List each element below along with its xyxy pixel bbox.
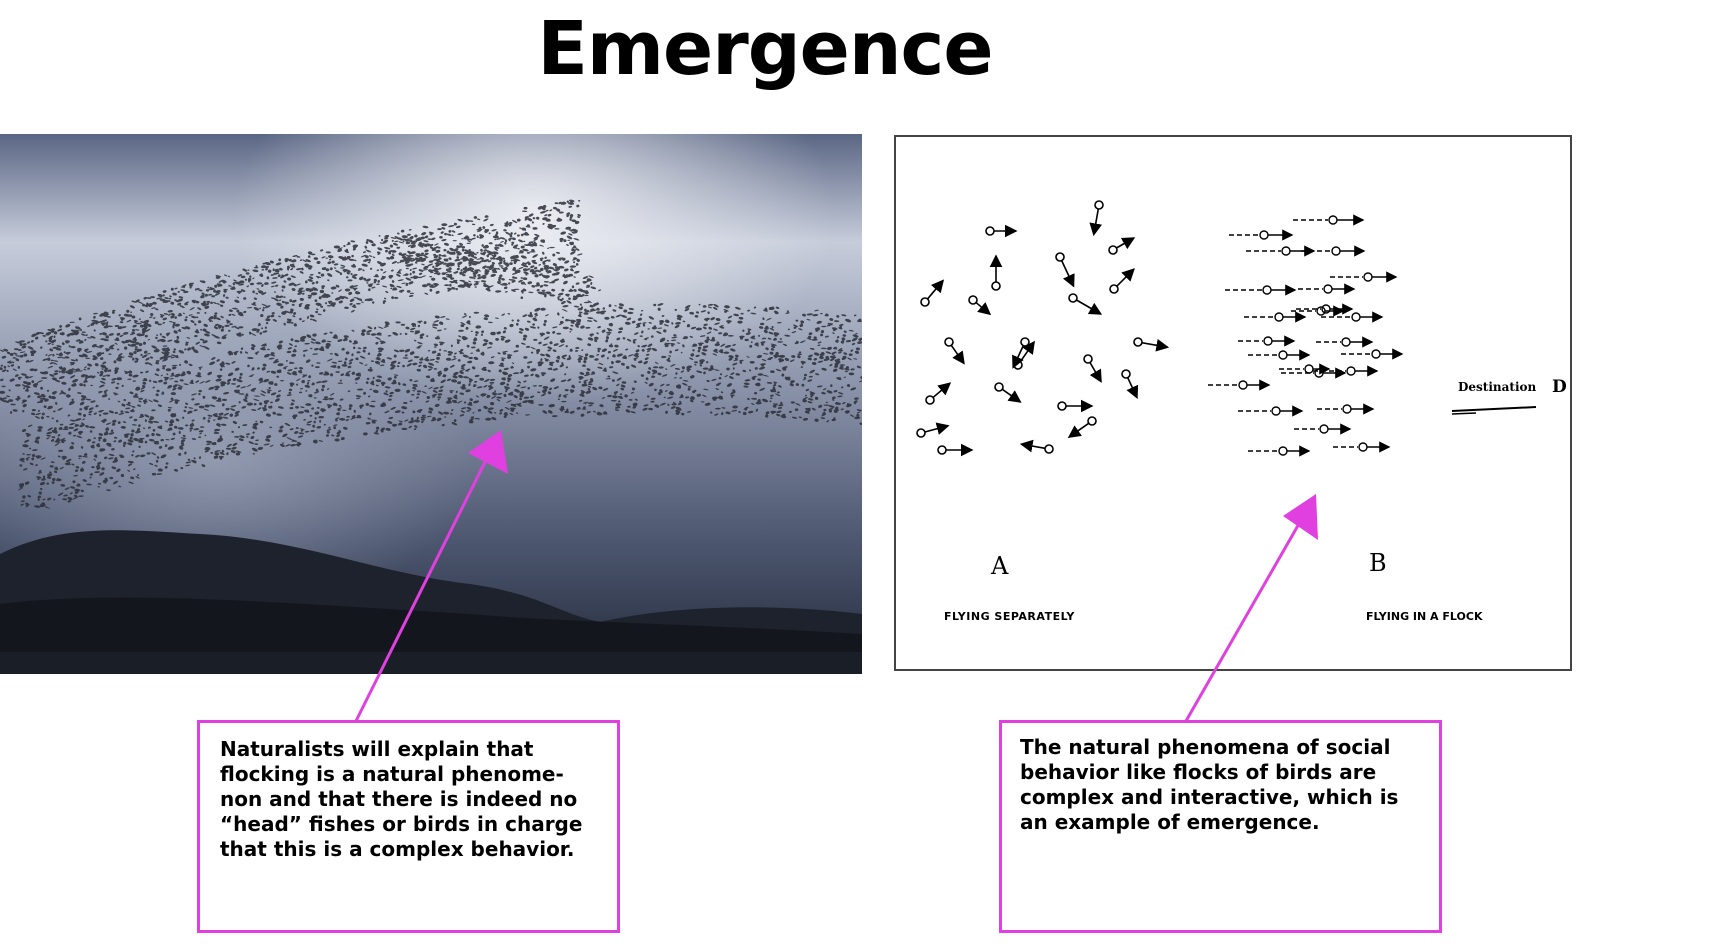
bird-marker — [925, 395, 935, 405]
bird-marker — [1271, 406, 1281, 416]
bird-marker — [1346, 366, 1356, 376]
bird-heading-arrow — [1116, 268, 1135, 287]
callout-emergence: The natural phenomena of social behavior… — [999, 720, 1442, 933]
bird-marker — [1342, 404, 1352, 414]
label-d: D — [1552, 377, 1567, 397]
bird-marker — [1314, 368, 1324, 378]
bird-marker — [916, 428, 926, 438]
bird-marker — [1109, 284, 1119, 294]
callout-naturalists: Naturalists will explain that flocking i… — [197, 720, 620, 933]
bird-heading-arrow — [1141, 338, 1170, 352]
bird-marker — [1278, 350, 1288, 360]
bird-marker — [920, 297, 930, 307]
bird-heading-arrow — [1060, 260, 1075, 288]
caption-flying-separately: FLYING SEPARATELY — [944, 610, 1075, 623]
destination-arrow — [1451, 406, 1537, 412]
bird-heading-arrow — [1076, 299, 1103, 315]
bird-heading-arrow — [1089, 362, 1102, 383]
bird-marker — [1341, 337, 1351, 347]
bird-marker — [1351, 312, 1361, 322]
bird-marker — [1020, 337, 1030, 347]
bird-marker — [968, 295, 978, 305]
bird-marker — [1068, 293, 1078, 303]
label-a: A — [990, 552, 1009, 580]
bird-heading-arrow — [1126, 377, 1139, 400]
bird-marker — [1057, 401, 1067, 411]
bird-heading-arrow — [1116, 237, 1136, 250]
bird-marker — [1304, 364, 1314, 374]
bird-marker — [991, 281, 1001, 291]
bird-marker — [1238, 380, 1248, 390]
bird-flock-photo — [0, 134, 862, 674]
bird-marker — [1323, 284, 1333, 294]
bird-marker — [1055, 252, 1065, 262]
bird-marker — [1363, 272, 1373, 282]
bird-marker — [1278, 446, 1288, 456]
bird-marker — [937, 445, 947, 455]
bird-heading-arrow — [932, 382, 952, 399]
slide-title: Emergence — [537, 6, 993, 92]
bird-marker — [1263, 336, 1273, 346]
callout-naturalists-text: Naturalists will explain that flocking i… — [220, 737, 583, 861]
bird-marker — [1044, 444, 1054, 454]
bird-heading-arrow — [924, 422, 950, 435]
bird-marker — [1108, 245, 1118, 255]
bird-marker — [1087, 416, 1097, 426]
bird-marker — [1281, 246, 1291, 256]
bird-heading-arrow — [975, 301, 992, 316]
bird-marker — [1274, 312, 1284, 322]
bird-marker — [985, 226, 995, 236]
bird-marker — [1371, 349, 1381, 359]
callout-emergence-text: The natural phenomena of social behavior… — [1020, 735, 1399, 834]
bird-marker — [1331, 246, 1341, 256]
label-b: B — [1369, 549, 1387, 577]
bird-marker — [1328, 215, 1338, 225]
bird-marker — [1316, 306, 1326, 316]
bird-heading-arrow — [1019, 340, 1035, 363]
bird-marker — [1262, 285, 1272, 295]
caption-flying-in-flock: FLYING IN A FLOCK — [1366, 610, 1483, 623]
bird-heading-arrow — [1089, 208, 1103, 237]
bird-heading-arrow — [950, 344, 965, 365]
bird-marker — [1319, 424, 1329, 434]
bird-marker — [944, 337, 954, 347]
bird-marker — [1259, 230, 1269, 240]
bird-marker — [1083, 354, 1093, 364]
bird-marker — [1094, 200, 1104, 210]
flocking-diagram: A B Destination D FLYING SEPARATELY FLYI… — [894, 135, 1572, 671]
bird-marker — [1121, 369, 1131, 379]
bird-marker — [1133, 337, 1143, 347]
destination-label: Destination — [1458, 380, 1537, 394]
bird-marker — [1321, 304, 1331, 314]
bird-marker — [1013, 360, 1023, 370]
bird-heading-arrow — [926, 279, 945, 300]
bird-heading-arrow — [1001, 388, 1022, 403]
bird-marker — [1358, 442, 1368, 452]
bird-heading-arrow — [1067, 422, 1090, 438]
bird-marker — [994, 382, 1004, 392]
bird-heading-arrow — [1019, 439, 1046, 453]
